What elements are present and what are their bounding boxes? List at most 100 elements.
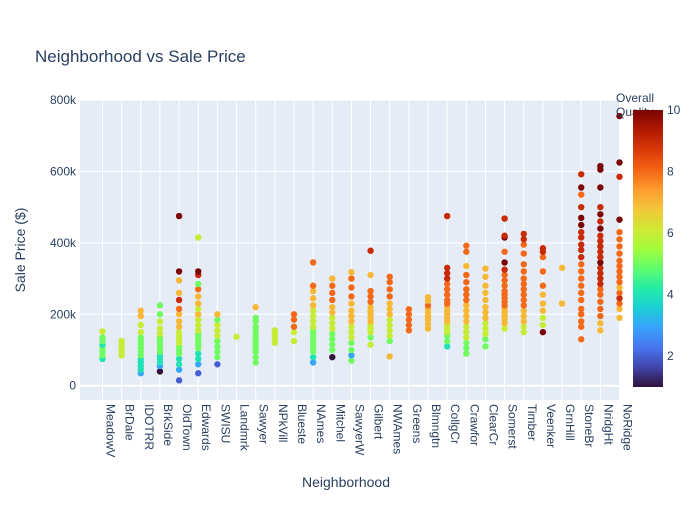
data-point[interactable]	[195, 293, 202, 300]
data-point[interactable]	[137, 321, 144, 329]
data-point[interactable]	[539, 328, 547, 336]
data-point[interactable]	[175, 277, 183, 284]
data-point[interactable]	[597, 232, 604, 239]
data-point[interactable]	[597, 312, 604, 320]
data-point[interactable]	[309, 259, 317, 266]
data-point[interactable]	[386, 311, 393, 318]
data-point[interactable]	[309, 302, 317, 309]
data-point[interactable]	[501, 271, 508, 279]
data-point[interactable]	[290, 337, 298, 345]
data-point[interactable]	[616, 257, 623, 264]
data-point[interactable]	[482, 265, 489, 272]
data-point[interactable]	[578, 296, 585, 304]
data-point[interactable]	[463, 271, 470, 279]
data-point[interactable]	[482, 303, 489, 311]
data-point[interactable]	[195, 316, 202, 323]
data-point[interactable]	[463, 307, 470, 314]
data-point[interactable]	[501, 266, 508, 273]
data-point[interactable]	[578, 268, 585, 275]
data-point[interactable]	[443, 264, 451, 272]
data-point[interactable]	[520, 261, 527, 268]
data-point[interactable]	[616, 262, 623, 270]
data-point[interactable]	[386, 273, 393, 280]
data-point[interactable]	[520, 318, 527, 325]
data-point[interactable]	[271, 327, 279, 334]
data-point[interactable]	[597, 275, 604, 282]
data-point[interactable]	[539, 307, 547, 314]
data-point[interactable]	[616, 228, 623, 236]
data-point[interactable]	[367, 298, 374, 305]
data-point[interactable]	[578, 246, 585, 254]
data-point[interactable]	[463, 248, 470, 255]
data-point[interactable]	[578, 234, 585, 241]
data-point[interactable]	[348, 284, 355, 291]
data-point[interactable]	[597, 248, 604, 255]
data-point[interactable]	[309, 359, 317, 366]
data-point[interactable]	[405, 321, 413, 329]
data-point[interactable]	[520, 302, 527, 309]
data-point[interactable]	[463, 278, 470, 286]
data-point[interactable]	[616, 284, 623, 291]
data-point[interactable]	[597, 162, 604, 170]
data-point[interactable]	[329, 325, 336, 332]
data-point[interactable]	[443, 275, 451, 282]
data-point[interactable]	[118, 337, 125, 345]
data-point[interactable]	[367, 341, 374, 348]
data-point[interactable]	[616, 173, 623, 180]
data-point[interactable]	[329, 353, 336, 361]
data-point[interactable]	[463, 345, 470, 352]
data-point[interactable]	[386, 321, 393, 329]
data-point[interactable]	[616, 250, 623, 257]
data-point[interactable]	[348, 300, 355, 307]
data-point[interactable]	[463, 339, 470, 347]
data-point[interactable]	[616, 273, 623, 280]
data-point[interactable]	[463, 318, 470, 325]
data-point[interactable]	[137, 307, 144, 314]
data-point[interactable]	[578, 305, 585, 313]
data-point[interactable]	[386, 286, 393, 293]
data-point[interactable]	[539, 245, 547, 252]
data-point[interactable]	[175, 311, 183, 318]
data-point[interactable]	[463, 296, 470, 304]
data-point[interactable]	[348, 323, 355, 330]
data-point[interactable]	[195, 280, 202, 288]
data-point[interactable]	[501, 232, 508, 239]
data-point[interactable]	[329, 341, 336, 348]
data-point[interactable]	[520, 275, 527, 282]
data-point[interactable]	[520, 230, 527, 238]
data-point[interactable]	[520, 280, 527, 288]
data-point[interactable]	[616, 300, 623, 307]
data-point[interactable]	[348, 328, 355, 336]
data-point[interactable]	[520, 241, 527, 248]
data-point[interactable]	[597, 225, 604, 232]
data-point[interactable]	[348, 357, 355, 364]
data-point[interactable]	[578, 311, 585, 318]
data-point[interactable]	[137, 328, 144, 336]
data-point[interactable]	[578, 289, 585, 297]
data-point[interactable]	[443, 280, 451, 288]
data-point[interactable]	[482, 309, 489, 316]
data-point[interactable]	[386, 353, 393, 360]
data-point[interactable]	[214, 361, 221, 368]
data-point[interactable]	[578, 318, 585, 325]
data-point[interactable]	[597, 280, 604, 288]
data-point[interactable]	[156, 302, 164, 309]
data-point[interactable]	[252, 303, 259, 311]
data-point[interactable]	[214, 311, 221, 318]
data-point[interactable]	[597, 291, 604, 298]
data-point[interactable]	[214, 327, 221, 334]
data-point[interactable]	[309, 312, 317, 320]
data-point[interactable]	[137, 334, 144, 341]
data-point[interactable]	[501, 325, 508, 332]
data-point[interactable]	[214, 337, 221, 345]
data-point[interactable]	[501, 277, 508, 284]
data-point[interactable]	[616, 295, 623, 302]
data-point[interactable]	[367, 293, 374, 300]
data-point[interactable]	[195, 268, 202, 275]
data-point[interactable]	[501, 282, 508, 289]
data-point[interactable]	[386, 293, 393, 300]
data-point[interactable]	[309, 353, 317, 361]
data-point[interactable]	[616, 268, 623, 275]
data-point[interactable]	[482, 273, 489, 280]
data-point[interactable]	[501, 248, 508, 255]
